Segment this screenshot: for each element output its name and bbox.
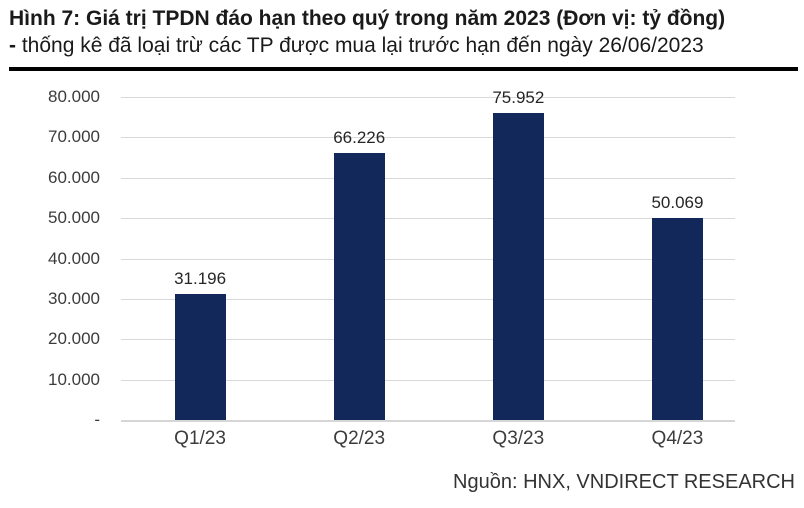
source-credit: Nguồn: HNX, VNDIRECT RESEARCH xyxy=(453,471,795,493)
y-axis-tick-label: - xyxy=(94,410,100,429)
figure-title-line1: Hình 7: Giá trị TPDN đáo hạn theo quý tr… xyxy=(9,7,726,30)
gridline xyxy=(121,298,735,300)
bar-value-label: 75.952 xyxy=(492,88,545,108)
y-axis-tick-label: 70.000 xyxy=(48,127,100,147)
gridline xyxy=(121,379,735,381)
x-axis-tick-label: Q4/23 xyxy=(651,428,704,449)
gridline xyxy=(121,177,735,179)
y-axis-tick-label: 40.000 xyxy=(48,248,100,268)
bar-q2-23 xyxy=(333,152,385,420)
gridline xyxy=(121,339,735,341)
gridline xyxy=(121,97,735,98)
gridline xyxy=(121,137,735,139)
y-axis-tick-label: 80.000 xyxy=(48,87,100,106)
bar-value-label: 31.196 xyxy=(174,269,227,289)
x-axis-tick-label: Q3/23 xyxy=(492,428,545,449)
bar-q1-23 xyxy=(174,294,226,420)
bar-q4-23 xyxy=(651,217,703,420)
y-axis-tick-label: 20.000 xyxy=(48,329,100,349)
title-divider-rule xyxy=(9,67,798,71)
figure-title: Hình 7: Giá trị TPDN đáo hạn theo quý tr… xyxy=(9,5,799,59)
y-axis-tick-label: 30.000 xyxy=(48,288,100,308)
x-axis-tick-label: Q2/23 xyxy=(333,428,386,449)
x-axis-line xyxy=(121,420,735,422)
bar-value-label: 66.226 xyxy=(333,127,386,147)
bar-value-label: 50.069 xyxy=(651,192,704,212)
x-axis-tick-label: Q1/23 xyxy=(174,428,226,449)
y-axis-tick-label: 50.000 xyxy=(48,208,100,228)
figure-title-line2: - thống kê đã loại trừ các TP được mua l… xyxy=(9,32,799,59)
bar-q3-23 xyxy=(492,113,544,420)
y-axis-tick-label: 60.000 xyxy=(48,167,100,187)
gridline xyxy=(121,258,735,260)
figure-title-line2-text: thống kê đã loại trừ các TP được mua lại… xyxy=(16,34,704,57)
y-axis-tick-label: 10.000 xyxy=(48,369,100,389)
figure-title-dash: - xyxy=(9,34,16,57)
gridline xyxy=(121,218,735,220)
